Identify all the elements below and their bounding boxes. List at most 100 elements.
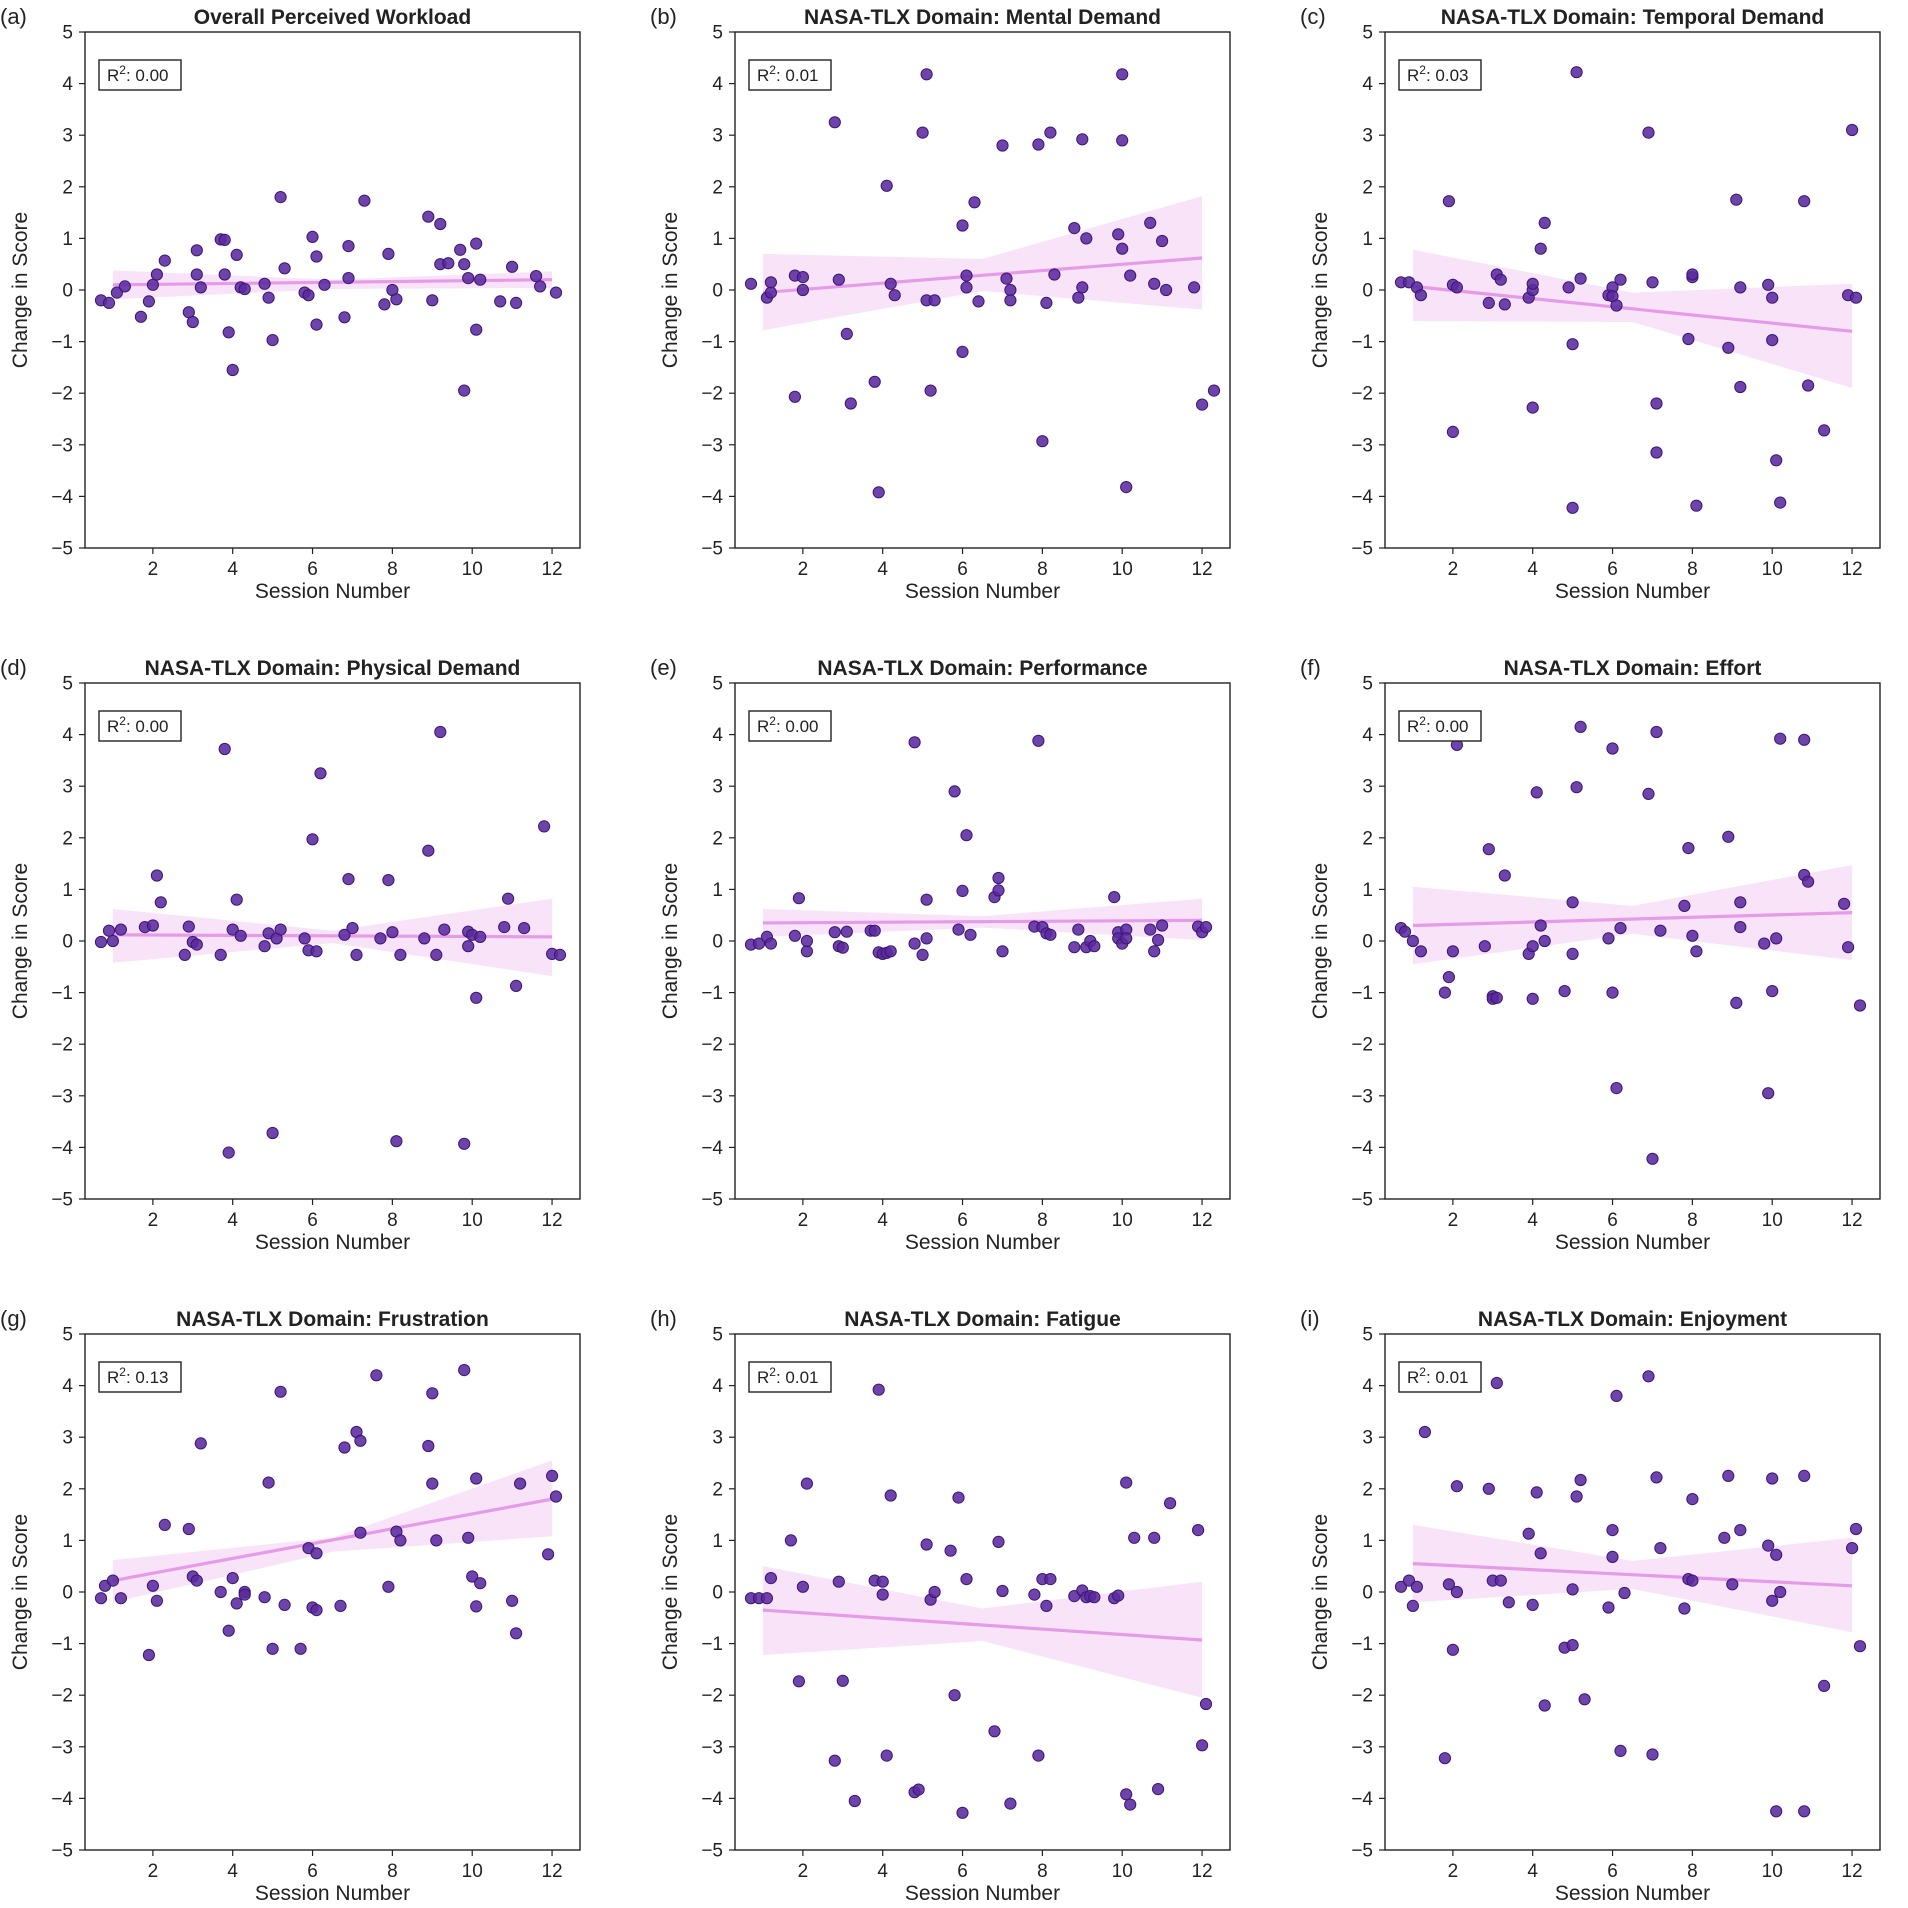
data-point bbox=[1722, 830, 1735, 843]
y-tick-label: −5 bbox=[1351, 539, 1373, 560]
x-tick-label: 2 bbox=[1448, 1861, 1459, 1882]
x-tick-label: 4 bbox=[227, 559, 238, 580]
data-point bbox=[1004, 1797, 1017, 1810]
y-axis-label: Change in Score bbox=[659, 1514, 682, 1670]
data-point bbox=[470, 1472, 483, 1485]
data-point bbox=[502, 892, 515, 905]
y-tick-label: −4 bbox=[1351, 1789, 1373, 1810]
data-point bbox=[992, 884, 1005, 897]
data-point bbox=[1080, 232, 1093, 245]
data-point bbox=[1406, 934, 1420, 948]
data-point bbox=[178, 948, 191, 962]
r2-annotation: R2: 0.00 bbox=[107, 714, 169, 736]
data-point bbox=[840, 925, 853, 938]
data-point bbox=[382, 874, 395, 887]
data-point bbox=[1068, 941, 1081, 954]
data-point bbox=[438, 923, 451, 936]
data-point bbox=[338, 311, 351, 324]
data-point bbox=[549, 1490, 563, 1503]
confidence-band bbox=[762, 1566, 1203, 1698]
data-point bbox=[1614, 922, 1627, 935]
data-point bbox=[342, 272, 355, 285]
r2-annotation: R2: 0.03 bbox=[1407, 63, 1469, 85]
r2-box bbox=[1398, 710, 1482, 742]
data-point bbox=[278, 1598, 291, 1612]
data-point bbox=[764, 937, 778, 950]
y-axis-label: Change in Score bbox=[9, 212, 32, 368]
data-point bbox=[1000, 272, 1013, 285]
data-point bbox=[1442, 1578, 1456, 1591]
data-point bbox=[1040, 296, 1053, 309]
data-point bbox=[238, 1588, 251, 1601]
data-point bbox=[509, 979, 523, 993]
data-point bbox=[1128, 1531, 1141, 1544]
r2-annotation: R2: 0.13 bbox=[107, 1365, 169, 1387]
data-point bbox=[832, 1575, 845, 1588]
data-point bbox=[418, 932, 431, 945]
y-tick-label: 5 bbox=[1362, 23, 1373, 44]
data-point bbox=[1774, 732, 1787, 745]
data-point bbox=[134, 310, 147, 323]
data-point bbox=[784, 1534, 798, 1547]
data-point bbox=[1446, 425, 1460, 438]
y-tick-label: −5 bbox=[1351, 1841, 1373, 1862]
data-point bbox=[1678, 1602, 1691, 1615]
data-point bbox=[258, 940, 271, 953]
data-point bbox=[142, 1648, 155, 1662]
y-tick-label: 3 bbox=[712, 126, 723, 147]
regression-line bbox=[762, 918, 1203, 925]
data-point bbox=[832, 273, 845, 286]
data-point bbox=[262, 291, 275, 304]
data-point bbox=[422, 1439, 435, 1453]
y-tick-label: −5 bbox=[1351, 1190, 1373, 1211]
data-point bbox=[458, 258, 471, 271]
data-point bbox=[996, 945, 1009, 958]
data-point bbox=[1766, 334, 1779, 347]
data-point bbox=[274, 923, 287, 936]
data-point bbox=[1802, 875, 1815, 888]
y-tick-label: 1 bbox=[1362, 880, 1373, 901]
y-tick-label: −1 bbox=[1351, 983, 1373, 1004]
x-axis-label: Session Number bbox=[1555, 1231, 1710, 1254]
data-point bbox=[1526, 277, 1539, 290]
y-tick-label: −4 bbox=[701, 487, 723, 508]
data-point bbox=[234, 929, 247, 942]
data-point bbox=[538, 820, 551, 833]
data-point bbox=[968, 196, 981, 209]
data-point bbox=[1148, 945, 1161, 958]
regression-line bbox=[1412, 284, 1853, 333]
data-point bbox=[318, 278, 331, 291]
data-point bbox=[1798, 1469, 1811, 1483]
y-tick-label: −1 bbox=[1351, 332, 1373, 353]
data-point bbox=[872, 486, 885, 499]
x-tick-label: 10 bbox=[1762, 1210, 1783, 1231]
data-point bbox=[549, 286, 563, 299]
data-point bbox=[800, 934, 814, 948]
data-point bbox=[1690, 499, 1703, 512]
x-tick-label: 2 bbox=[798, 559, 809, 580]
panel-c: (c) NASA-TLX Domain: Temporal Demand −5 −4 −… bbox=[1300, 4, 1881, 603]
data-point bbox=[1682, 332, 1695, 346]
data-point bbox=[1442, 971, 1456, 984]
r2-box bbox=[748, 59, 832, 91]
confidence-band bbox=[762, 196, 1203, 331]
data-point bbox=[948, 1689, 961, 1702]
data-point bbox=[430, 1534, 443, 1547]
data-point bbox=[338, 928, 351, 941]
data-point bbox=[1498, 869, 1511, 882]
data-point bbox=[1160, 283, 1173, 297]
data-point bbox=[1116, 68, 1129, 81]
x-tick-label: 6 bbox=[1607, 1210, 1618, 1231]
data-point bbox=[194, 1437, 207, 1450]
data-point bbox=[218, 742, 231, 756]
data-point bbox=[1044, 126, 1057, 139]
x-tick-label: 4 bbox=[877, 559, 888, 580]
data-point bbox=[1766, 1472, 1779, 1485]
y-tick-label: 5 bbox=[1362, 1325, 1373, 1346]
y-tick-label: 1 bbox=[712, 1531, 723, 1552]
data-point bbox=[1574, 1473, 1587, 1487]
x-tick-label: 8 bbox=[1687, 1861, 1698, 1882]
data-point bbox=[1606, 986, 1619, 999]
data-point bbox=[346, 922, 359, 935]
data-point bbox=[518, 922, 531, 935]
